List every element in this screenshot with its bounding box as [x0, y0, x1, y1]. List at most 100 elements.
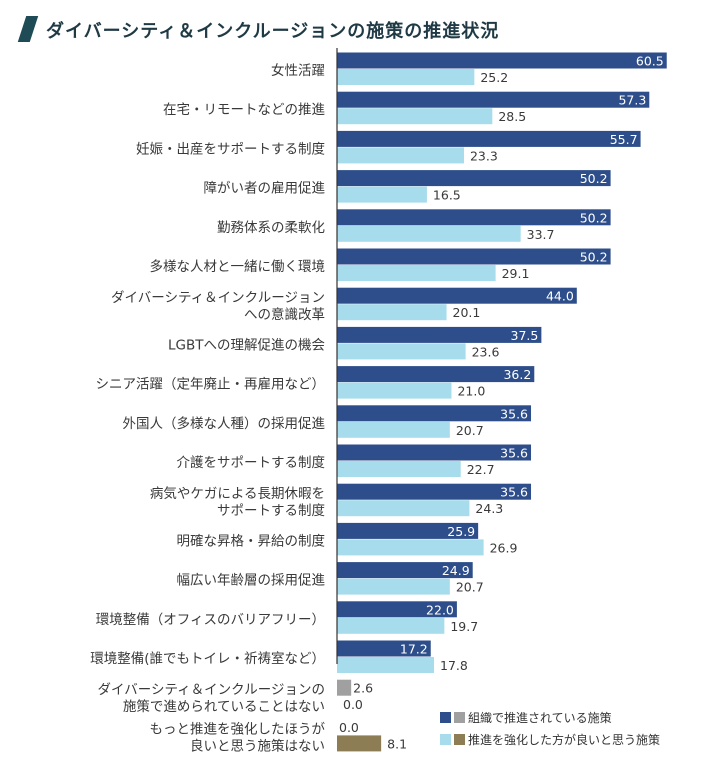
category-label: 女性活躍	[271, 62, 325, 79]
value-label-series2: 22.7	[467, 462, 495, 477]
value-label-series1: 50.2	[580, 171, 608, 186]
value-label-series2: 20.1	[453, 305, 481, 320]
bar-series1	[337, 91, 650, 108]
value-label-series2: 33.7	[527, 227, 555, 242]
category-label: 病気やケガによる長期休暇を	[150, 486, 325, 502]
bar-series2	[337, 265, 496, 281]
value-label-series1: 50.2	[580, 250, 608, 265]
category-label: ダイバーシティ＆インクルージョン	[111, 290, 325, 306]
value-label-series1: 35.6	[500, 485, 528, 500]
value-label-series2: 29.1	[502, 266, 530, 281]
bar-series1	[337, 562, 473, 579]
bar-series1	[337, 248, 611, 265]
legend-swatch-series1-special	[454, 711, 465, 723]
category-label: 外国人（多様な人種）の採用促進	[123, 415, 326, 432]
category-label: シニア活躍（定年廃止・再雇用など）	[96, 376, 326, 393]
value-label-series1: 2.6	[353, 681, 373, 696]
bar-series1	[337, 52, 667, 69]
bar-series2	[337, 225, 521, 242]
legend-label-series1: 組織で推進されている施策	[468, 710, 612, 725]
value-label-series1: 44.0	[546, 289, 574, 304]
bar-series1	[337, 640, 431, 657]
category-label: 環境整備（オフィスのバリアフリー）	[96, 612, 325, 628]
bar-series1	[337, 601, 457, 618]
value-label-series2: 19.7	[450, 619, 478, 634]
bar-series2	[337, 500, 470, 517]
chart-title: ダイバーシティ＆インクルージョンの施策の推進状況	[46, 21, 500, 42]
bar-series1	[337, 287, 577, 304]
legend-swatch-series2-main	[440, 733, 451, 745]
value-label-series2: 20.7	[456, 580, 484, 595]
bar-series2	[337, 421, 450, 438]
value-label-series1: 57.3	[618, 93, 646, 108]
value-label-series1: 55.7	[610, 132, 638, 147]
bar-series2	[337, 108, 493, 125]
value-label-series1: 22.0	[426, 602, 454, 617]
category-label: もっと推進を強化したほうが	[150, 721, 326, 737]
bar-series2	[337, 343, 466, 360]
value-label-series2: 8.1	[387, 736, 407, 751]
category-label: ダイバーシティ＆インクルージョンの	[98, 682, 325, 698]
bar-series1	[337, 209, 611, 226]
value-label-series2: 25.2	[480, 70, 508, 85]
value-label-series2: 23.3	[470, 148, 498, 163]
bar-series1	[337, 522, 479, 539]
value-label-series1: 50.2	[580, 210, 608, 225]
chart-legend: 組織で推進されている施策 推進を強化した方が良いと思う施策	[440, 706, 716, 750]
value-label-series1: 25.9	[447, 524, 475, 539]
category-label: 障がい者の雇用促進	[204, 180, 326, 197]
bar-series1	[337, 483, 532, 500]
value-label-series1: 35.6	[500, 446, 528, 461]
value-label-series2: 26.9	[490, 540, 518, 555]
value-label-series1: 0.0	[339, 720, 359, 735]
bar-series2	[337, 461, 461, 477]
bar-series1	[337, 326, 542, 343]
category-label: 妊娠・出産をサポートする制度	[136, 141, 325, 157]
category-label: 環境整備(誰でもトイレ・祈祷室など）	[90, 650, 325, 667]
legend-swatch-series2-special	[454, 733, 465, 745]
value-label-series2: 16.5	[433, 188, 461, 203]
value-label-series1: 24.9	[442, 563, 470, 578]
value-label-series2: 20.7	[456, 423, 484, 438]
bar-series2	[337, 578, 450, 595]
legend-item-series1: 組織で推進されている施策	[440, 706, 716, 728]
value-label-series2: 21.0	[457, 384, 485, 399]
bar-series1	[337, 405, 532, 422]
category-label: 施策で進められていることはない	[123, 698, 325, 715]
category-label: LGBTへの理解促進の機会	[168, 337, 325, 353]
category-label: 在宅・リモートなどの推進	[163, 102, 325, 118]
bar-series2	[337, 735, 382, 752]
value-label-series1: 35.6	[500, 406, 528, 421]
bar-series2	[337, 382, 452, 399]
bar-series1	[337, 679, 352, 696]
bar-series1	[337, 366, 535, 383]
value-label-series2: 0.0	[343, 697, 363, 712]
value-label-series1: 60.5	[636, 54, 664, 69]
chart-title-bar: ダイバーシティ＆インクルージョンの施策の推進状況	[12, 14, 702, 46]
category-label: サポートする制度	[217, 503, 325, 519]
category-label: 幅広い年齢層の採用促進	[177, 573, 326, 589]
bar-series2	[337, 186, 427, 203]
value-label-series1: 17.2	[400, 642, 428, 657]
value-label-series2: 17.8	[440, 658, 468, 673]
bar-series1	[337, 444, 532, 461]
bar-series2	[337, 617, 445, 634]
category-label: 介護をサポートする制度	[177, 455, 326, 471]
bar-series2	[337, 147, 464, 164]
bar-series1	[337, 130, 641, 147]
category-label: 良いと思う施策はない	[190, 737, 325, 754]
value-label-series2: 23.6	[472, 344, 500, 359]
legend-item-series2: 推進を強化した方が良いと思う施策	[440, 728, 716, 750]
value-label-series2: 28.5	[498, 109, 526, 124]
category-label: 勤務体系の柔軟化	[217, 220, 325, 236]
bar-series2	[337, 657, 435, 673]
value-label-series1: 37.5	[511, 328, 539, 343]
value-label-series2: 24.3	[475, 501, 503, 516]
category-label: への意識改革	[244, 306, 325, 323]
category-label: 多様な人材と一緒に働く環境	[150, 258, 326, 275]
bar-series2	[337, 304, 447, 321]
bar-series1	[337, 170, 611, 187]
bar-series2	[337, 539, 484, 556]
legend-swatch-series1-main	[440, 711, 451, 723]
